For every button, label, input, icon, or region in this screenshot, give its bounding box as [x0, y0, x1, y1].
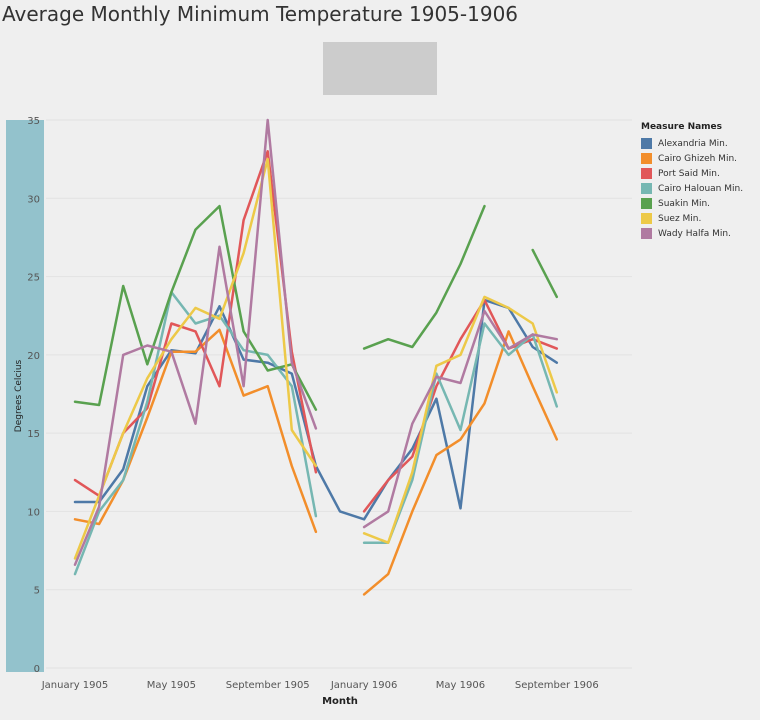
series-lines — [73, 118, 559, 596]
x-axis-label: Month — [322, 696, 358, 707]
legend-swatch — [641, 228, 652, 239]
legend-item[interactable]: Suakin Min. — [641, 196, 743, 211]
legend-swatch — [641, 198, 652, 209]
series-line-cairo-ghizeh-min — [73, 328, 559, 596]
series-line-suez-min — [73, 157, 559, 560]
x-tick-label: January 1906 — [330, 680, 398, 691]
legend-label: Suakin Min. — [658, 198, 711, 209]
x-tick-label: May 1905 — [147, 680, 196, 691]
legend: Measure Names Alexandria Min. Cairo Ghize… — [641, 122, 743, 241]
legend-swatch — [641, 183, 652, 194]
y-axis-band — [6, 120, 44, 672]
y-tick-label: 15 — [27, 429, 40, 440]
x-axis-ticks: January 1905 May 1905 September 1905 Januar… — [41, 680, 599, 691]
series-line-suakin-min — [73, 204, 559, 411]
y-tick-label: 30 — [27, 194, 40, 205]
y-tick-label: 10 — [27, 507, 40, 518]
legend-item[interactable]: Alexandria Min. — [641, 136, 743, 151]
y-tick-label: 25 — [27, 273, 40, 284]
legend-item[interactable]: Suez Min. — [641, 211, 743, 226]
legend-label: Alexandria Min. — [658, 138, 728, 149]
legend-label: Cairo Halouan Min. — [658, 183, 744, 194]
legend-label: Cairo Ghizeh Min. — [658, 153, 738, 164]
x-tick-label: May 1906 — [436, 680, 485, 691]
y-tick-label: 5 — [34, 586, 40, 597]
legend-item[interactable]: Cairo Ghizeh Min. — [641, 151, 743, 166]
gridlines — [46, 119, 632, 669]
legend-swatch — [641, 138, 652, 149]
legend-swatch — [641, 153, 652, 164]
y-tick-label: 35 — [27, 116, 40, 127]
legend-label: Port Said Min. — [658, 168, 720, 179]
legend-item[interactable]: Cairo Halouan Min. — [641, 181, 743, 196]
y-tick-label: 0 — [34, 664, 40, 675]
filter-placeholder-box — [323, 42, 437, 95]
legend-swatch — [641, 213, 652, 224]
y-axis-ticks: 0 5 10 15 20 25 30 35 — [27, 116, 40, 675]
legend-item[interactable]: Wady Halfa Min. — [641, 226, 743, 241]
chart-title: Average Monthly Minimum Temperature 1905… — [2, 2, 519, 26]
x-tick-label: January 1905 — [41, 680, 109, 691]
legend-label: Wady Halfa Min. — [658, 228, 731, 239]
series-line-wady-halfa-min — [73, 118, 559, 566]
legend-swatch — [641, 168, 652, 179]
x-tick-label: September 1905 — [226, 680, 310, 691]
y-tick-label: 20 — [27, 351, 40, 362]
x-tick-label: September 1906 — [515, 680, 599, 691]
legend-title: Measure Names — [641, 122, 723, 132]
legend-label: Suez Min. — [658, 213, 702, 224]
legend-item[interactable]: Port Said Min. — [641, 166, 743, 181]
